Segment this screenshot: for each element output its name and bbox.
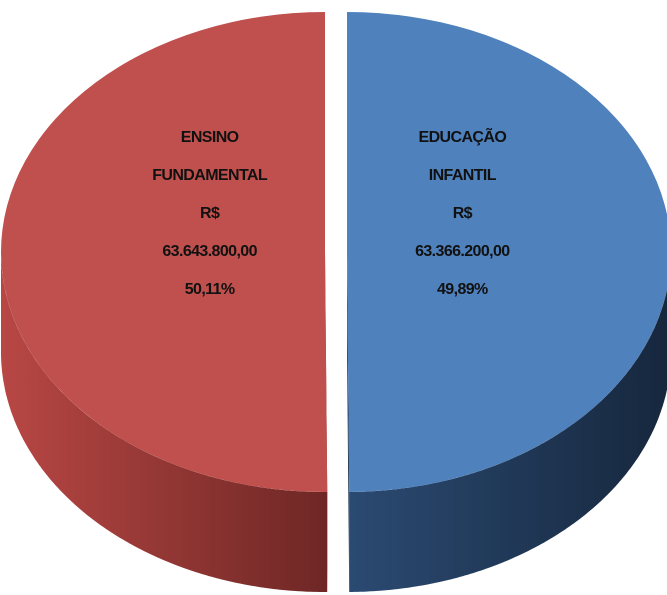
amount-label: 63.366.200,00 [415,243,510,260]
slice-side [349,289,667,592]
percent-label: 49,89% [437,281,488,298]
currency-label: R$ [200,205,220,222]
category-label: EDUCAÇÃO INFANTIL [418,129,507,184]
slice-side [1,252,328,592]
slice-label: ENSINO FUNDAMENTAL R$ 63.643.800,00 50,11% [140,119,280,309]
amount-label: 63.643.800,00 [162,243,257,260]
percent-label: 50,11% [184,281,235,298]
slice [1,12,328,493]
slice [347,11,667,492]
category-label: ENSINO FUNDAMENTAL [152,129,268,184]
currency-label: R$ [452,205,473,222]
slice-label: EDUCAÇÃO INFANTIL R$ 63.366.200,00 49,89% [392,119,532,309]
slice-cut [346,251,350,592]
